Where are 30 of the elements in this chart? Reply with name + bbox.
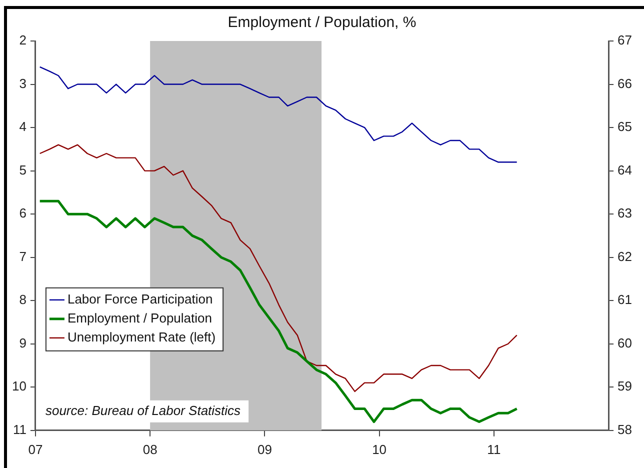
y2-tick-label: 61 — [618, 292, 632, 308]
y-tick-label: 7 — [19, 248, 26, 264]
y2-tick-label: 64 — [618, 162, 632, 178]
x-tick-label: 09 — [257, 442, 272, 457]
legend-label: Unemployment Rate (left) — [67, 329, 216, 344]
x-tick-label: 11 — [487, 442, 501, 457]
x-tick-label: 07 — [28, 442, 43, 457]
y2-tick-label: 59 — [618, 378, 632, 394]
y-tick-label: 3 — [19, 76, 26, 91]
x-tick-label: 08 — [142, 442, 158, 457]
y-tick-label: 8 — [19, 292, 26, 308]
y2-tick-label: 66 — [618, 76, 632, 91]
y-tick-label: 9 — [19, 335, 26, 350]
y-tick-label: 10 — [12, 378, 26, 394]
y-tick-label: 11 — [12, 422, 26, 437]
y2-tick-label: 67 — [618, 32, 632, 48]
y-tick-label: 5 — [19, 162, 26, 178]
y2-tick-label: 60 — [618, 335, 632, 350]
y-tick-label: 2 — [19, 32, 26, 48]
legend-label: Employment / Population — [67, 310, 212, 326]
y2-tick-label: 63 — [618, 206, 632, 221]
y2-tick-label: 58 — [618, 422, 632, 437]
y-tick-label: 6 — [19, 206, 26, 221]
y2-tick-label: 62 — [618, 248, 632, 264]
chart-title: Employment / Population, % — [228, 14, 416, 32]
y2-tick-label: 65 — [618, 119, 632, 134]
annotation: source: Bureau of Labor Statistics — [45, 403, 242, 418]
y-tick-label: 4 — [19, 119, 26, 134]
legend-label: Labor Force Participation — [67, 291, 213, 306]
x-tick-label: 10 — [372, 442, 387, 457]
